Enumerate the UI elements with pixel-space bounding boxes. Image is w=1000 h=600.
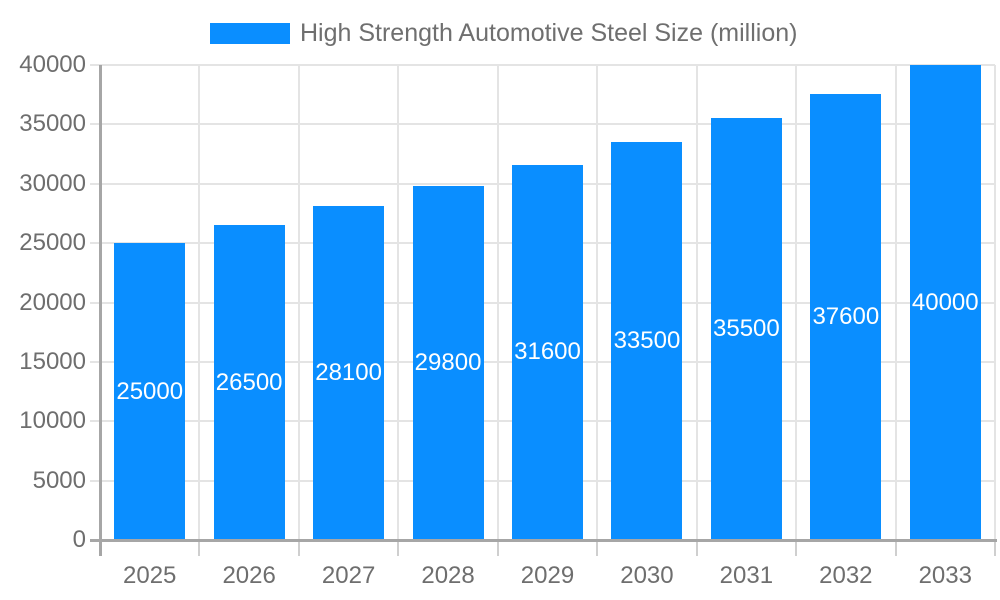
x-axis-label: 2031: [719, 562, 774, 589]
y-axis-label: 40000: [19, 51, 86, 78]
x-gridline: [596, 65, 599, 540]
y-axis-label: 0: [72, 526, 86, 553]
x-axis-label: 2032: [819, 562, 873, 589]
x-axis-label: 2029: [520, 562, 575, 589]
legend-label: High Strength Automotive Steel Size (mil…: [300, 19, 798, 47]
x-gridline: [994, 65, 996, 540]
legend: High Strength Automotive Steel Size (mil…: [210, 19, 797, 48]
x-tick-mark: [795, 540, 798, 556]
bar-value-label: 40000: [911, 288, 979, 316]
bar-2031: 35500: [710, 118, 782, 540]
bar-value-label: 25000: [116, 377, 184, 405]
bar-2032: 37600: [810, 93, 882, 540]
bar-2028: 29800: [412, 186, 484, 540]
y-axis-label: 25000: [19, 229, 86, 257]
x-gridline: [397, 65, 400, 540]
x-axis-label: 2030: [620, 562, 674, 589]
x-gridline: [795, 65, 798, 540]
x-tick-mark: [894, 540, 897, 556]
bar-2027: 28100: [313, 206, 385, 540]
x-axis-label: 2027: [321, 562, 376, 589]
x-axis-line: [90, 538, 997, 542]
x-axis-label: 2026: [222, 562, 276, 589]
x-tick-mark: [297, 540, 300, 556]
y-gridline: [90, 64, 995, 66]
x-gridline: [496, 65, 499, 540]
bar-value-label: 35500: [713, 315, 780, 343]
x-tick-mark: [994, 540, 996, 556]
x-axis-label: 2025: [123, 562, 177, 589]
bar-2033: 40000: [909, 65, 981, 540]
y-gridline: [90, 123, 995, 126]
bar-2030: 33500: [611, 142, 683, 540]
bar-value-label: 33500: [613, 327, 681, 355]
y-axis-line: [98, 65, 102, 556]
y-axis-label: 35000: [19, 110, 86, 138]
legend-swatch: [210, 23, 290, 44]
x-tick-mark: [496, 540, 499, 556]
y-axis-label: 30000: [19, 169, 86, 197]
y-axis-label: 20000: [19, 288, 86, 316]
bar-value-label: 28100: [315, 359, 382, 387]
bar-value-label: 37600: [812, 302, 880, 330]
x-gridline: [198, 65, 201, 540]
bar-2025: 25000: [114, 243, 186, 540]
x-axis-label: 2028: [421, 562, 475, 589]
y-axis-label: 5000: [32, 466, 86, 494]
x-tick-mark: [397, 540, 400, 556]
x-tick-mark: [596, 540, 599, 556]
bar-2026: 26500: [213, 225, 285, 540]
y-axis-label: 10000: [19, 407, 86, 435]
x-gridline: [894, 65, 897, 540]
y-axis-label: 15000: [19, 347, 86, 375]
bar-value-label: 29800: [414, 349, 482, 377]
x-tick-mark: [695, 540, 698, 556]
x-gridline: [297, 65, 300, 540]
x-tick-mark: [198, 540, 201, 556]
x-axis-label: 2033: [918, 562, 972, 589]
x-gridline: [695, 65, 698, 540]
bar-value-label: 26500: [215, 368, 283, 396]
bar-value-label: 31600: [514, 338, 581, 366]
bar-2029: 31600: [512, 164, 583, 540]
